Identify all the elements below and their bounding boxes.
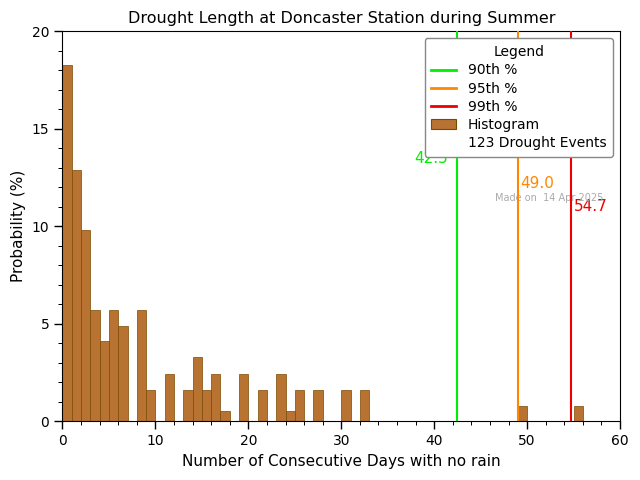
- Bar: [183, 390, 193, 421]
- Text: 49.0: 49.0: [520, 176, 554, 191]
- Bar: [202, 390, 211, 421]
- Text: 54.7: 54.7: [573, 199, 607, 214]
- Bar: [276, 374, 285, 421]
- Bar: [220, 411, 230, 421]
- Bar: [63, 65, 72, 421]
- Bar: [137, 310, 146, 421]
- Bar: [239, 374, 248, 421]
- Legend: 90th %, 95th %, 99th %, Histogram, 123 Drought Events: 90th %, 95th %, 99th %, Histogram, 123 D…: [424, 38, 613, 157]
- Text: 42.5: 42.5: [415, 151, 448, 166]
- Bar: [360, 390, 369, 421]
- Bar: [573, 406, 583, 421]
- Text: Made on  14 Apr 2025: Made on 14 Apr 2025: [495, 193, 604, 203]
- Bar: [193, 357, 202, 421]
- Bar: [341, 390, 351, 421]
- X-axis label: Number of Consecutive Days with no rain: Number of Consecutive Days with no rain: [182, 454, 500, 469]
- Bar: [258, 390, 267, 421]
- Bar: [146, 390, 156, 421]
- Bar: [72, 170, 81, 421]
- Bar: [109, 310, 118, 421]
- Title: Drought Length at Doncaster Station during Summer: Drought Length at Doncaster Station duri…: [127, 11, 555, 26]
- Bar: [118, 325, 127, 421]
- Bar: [295, 390, 304, 421]
- Y-axis label: Probability (%): Probability (%): [11, 170, 26, 282]
- Bar: [164, 374, 174, 421]
- Bar: [518, 406, 527, 421]
- Bar: [90, 310, 100, 421]
- Bar: [285, 411, 295, 421]
- Bar: [100, 341, 109, 421]
- Bar: [211, 374, 220, 421]
- Bar: [314, 390, 323, 421]
- Bar: [81, 230, 90, 421]
